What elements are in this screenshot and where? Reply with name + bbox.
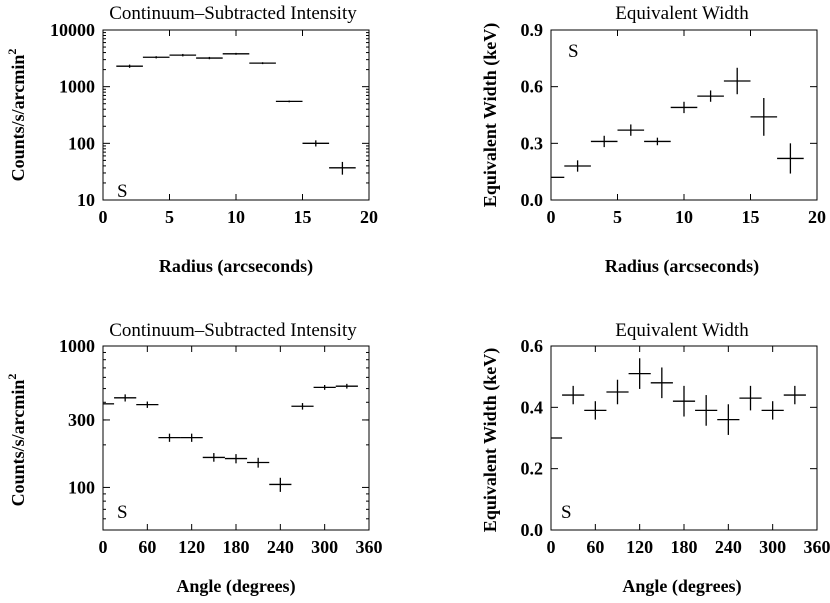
plot-frame	[550, 345, 818, 531]
y-tick-label: 0.3	[521, 133, 544, 153]
x-axis-label: Radius (arcseconds)	[159, 256, 313, 277]
panel-angle-equivalent-width: Equivalent Width Angle (degrees) Equival…	[480, 320, 830, 597]
y-axis-label: Counts/s/arcmin2	[5, 374, 28, 507]
x-tick-label: 10	[227, 207, 245, 227]
y-tick-label: 0.4	[521, 397, 544, 417]
chart-title: Equivalent Width	[615, 320, 749, 341]
x-tick-label: 300	[311, 537, 338, 557]
y-axis-label: Counts/s/arcmin2	[5, 49, 28, 182]
y-tick-label: 100	[68, 133, 95, 153]
annotation-s: S	[568, 41, 579, 62]
plot-frame	[550, 29, 818, 201]
x-tick-label: 20	[808, 207, 826, 227]
x-tick-label: 360	[804, 537, 830, 557]
x-tick-label: 180	[223, 537, 250, 557]
chart-title: Equivalent Width	[615, 3, 749, 24]
x-tick-label: 180	[671, 537, 698, 557]
y-tick-label: 0.0	[521, 190, 544, 210]
x-tick-label: 60	[138, 537, 156, 557]
x-tick-label: 360	[356, 537, 383, 557]
y-tick-label: 0.6	[521, 336, 544, 356]
chart-title: Continuum–Subtracted Intensity	[109, 320, 357, 341]
y-tick-label: 100	[68, 477, 95, 497]
panel-angle-intensity: Continuum–Subtracted Intensity Angle (de…	[5, 320, 383, 597]
x-tick-label: 0	[547, 207, 556, 227]
x-tick-label: 15	[742, 207, 760, 227]
x-axis-label: Angle (degrees)	[176, 576, 295, 597]
y-tick-label: 10	[77, 190, 95, 210]
x-axis-label: Angle (degrees)	[622, 576, 741, 597]
y-tick-label: 0.9	[521, 20, 544, 40]
annotation-s: S	[561, 502, 572, 523]
y-tick-label: 10000	[50, 20, 95, 40]
x-tick-label: 15	[294, 207, 312, 227]
plot-frame	[102, 29, 370, 201]
x-tick-label: 240	[267, 537, 294, 557]
x-tick-label: 0	[547, 537, 556, 557]
x-tick-label: 300	[759, 537, 786, 557]
x-axis-label: Radius (arcseconds)	[605, 256, 759, 277]
panel-radius-equivalent-width: Equivalent Width Radius (arcseconds) Equ…	[480, 3, 826, 277]
plot-frame	[102, 345, 370, 531]
y-axis-label: Equivalent Width (keV)	[480, 348, 501, 532]
y-tick-label: 0.6	[521, 77, 544, 97]
x-tick-label: 10	[675, 207, 693, 227]
x-tick-label: 20	[360, 207, 378, 227]
x-tick-label: 0	[99, 537, 108, 557]
y-tick-label: 1000	[59, 336, 95, 356]
x-tick-label: 120	[178, 537, 205, 557]
panel-radius-intensity: Continuum–Subtracted Intensity Radius (a…	[5, 3, 378, 277]
annotation-s: S	[117, 502, 128, 523]
y-tick-label: 0.0	[521, 520, 544, 540]
y-tick-label: 0.2	[521, 459, 544, 479]
x-tick-label: 120	[626, 537, 653, 557]
x-tick-label: 240	[715, 537, 742, 557]
chart-title: Continuum–Subtracted Intensity	[109, 3, 357, 24]
y-tick-label: 1000	[59, 77, 95, 97]
x-tick-label: 5	[613, 207, 622, 227]
x-tick-label: 0	[99, 207, 108, 227]
annotation-s: S	[117, 181, 128, 202]
y-tick-label: 300	[68, 410, 95, 430]
y-axis-label: Equivalent Width (keV)	[480, 23, 501, 207]
x-tick-label: 5	[165, 207, 174, 227]
x-tick-label: 60	[586, 537, 604, 557]
